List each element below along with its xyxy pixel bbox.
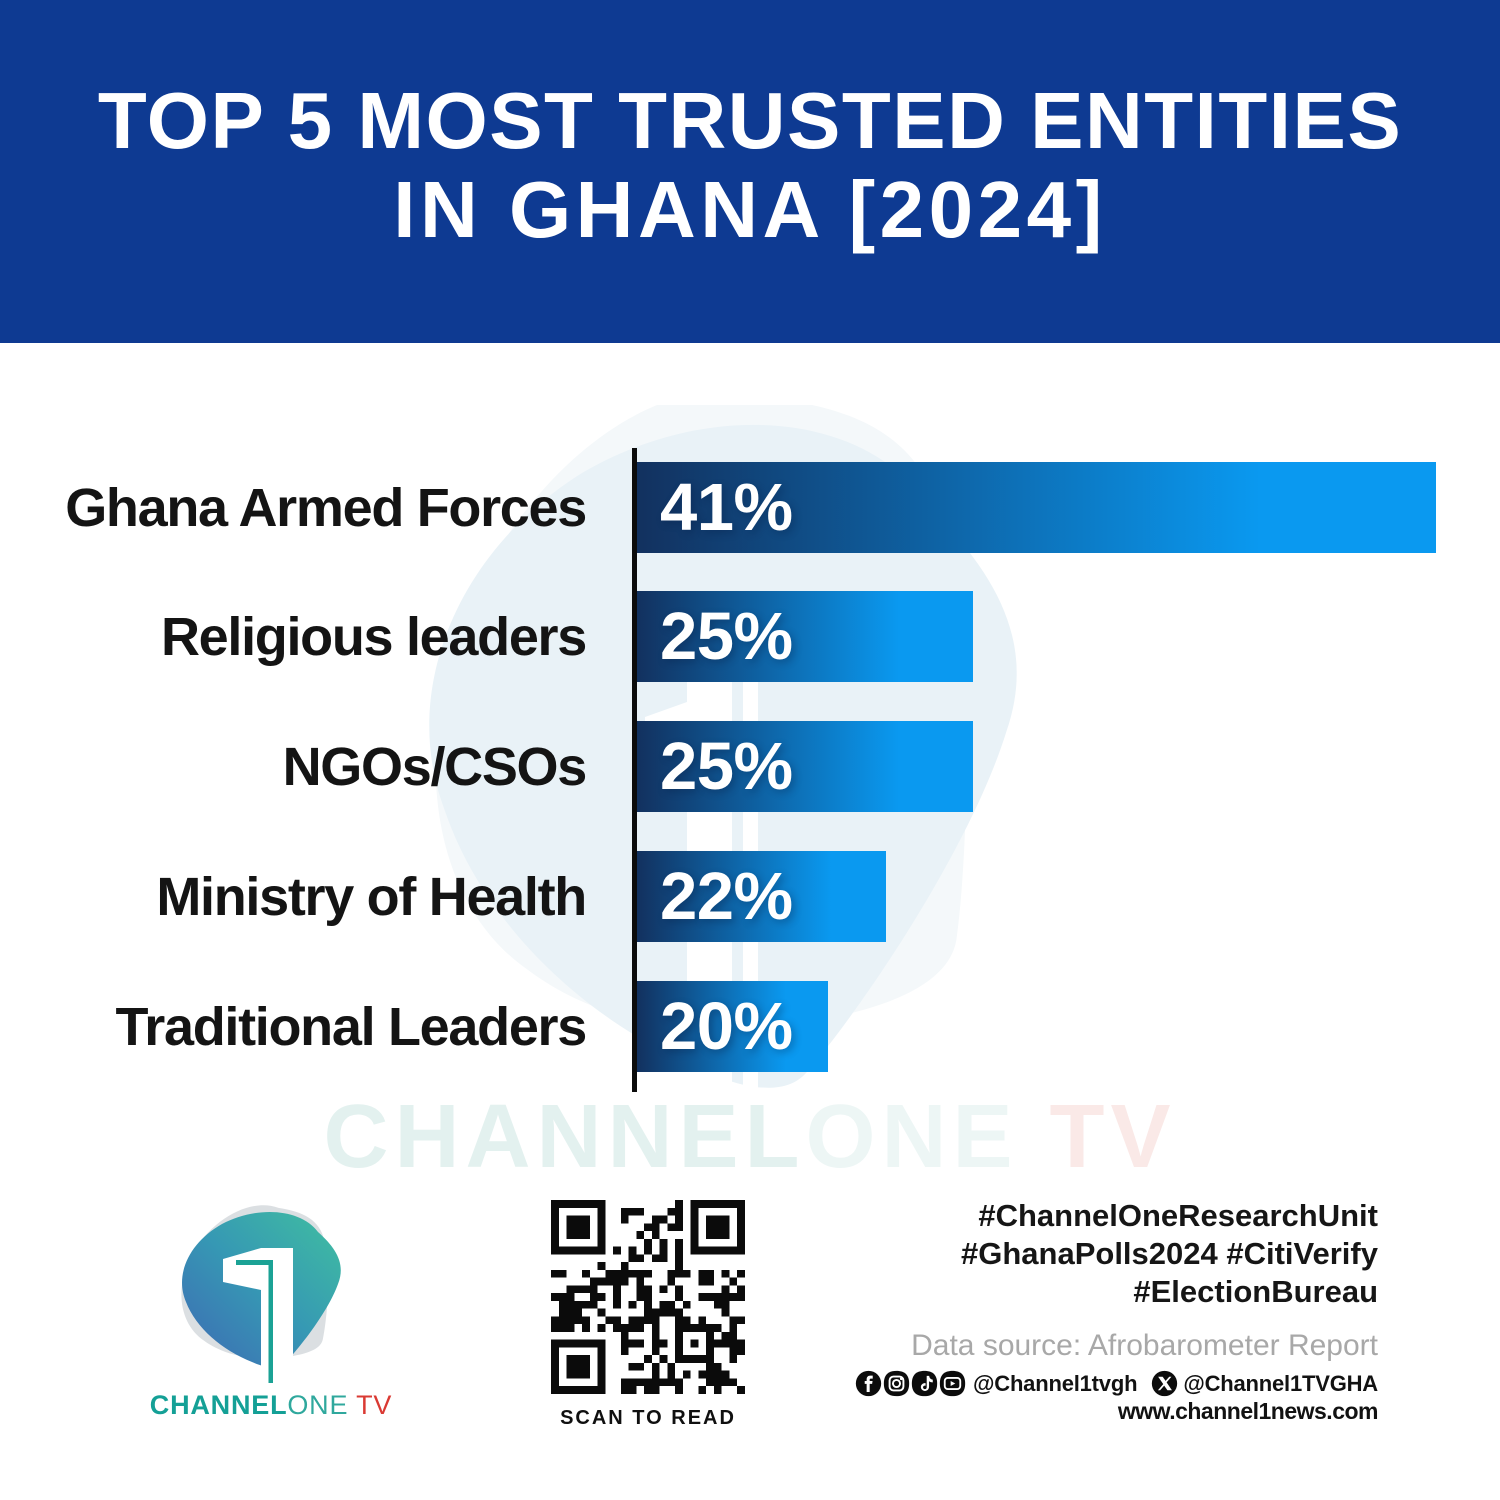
bar-value-label: 25% — [660, 599, 793, 674]
bar-value-label: 20% — [660, 989, 793, 1064]
bar-row: Religious leaders 25% — [0, 591, 1500, 682]
category-label: NGOs/CSOs — [282, 736, 588, 797]
qr-code — [551, 1200, 745, 1394]
logo-text-channel: CHANNEL — [149, 1390, 288, 1420]
youtube-icon — [939, 1370, 966, 1397]
website-url: www.channel1news.com — [1117, 1398, 1379, 1424]
footer-right: #ChannelOneResearchUnit #GhanaPolls2024 … — [855, 1197, 1379, 1425]
hashtag-line-1: #ChannelOneResearchUnit — [978, 1198, 1378, 1233]
bar-row: Ghana Armed Forces 41% — [0, 462, 1500, 553]
channel-one-logo-text: CHANNELONE TV — [140, 1390, 402, 1421]
watermark-text-channel: CHANNEL — [323, 1087, 806, 1187]
category-label: Ghana Armed Forces — [65, 477, 587, 538]
data-source-text: Data source: Afrobarometer Report — [911, 1329, 1378, 1362]
bar-value-label: 41% — [660, 470, 793, 545]
page-title: TOP 5 MOST TRUSTED ENTITIES IN GHANA [20… — [0, 76, 1500, 254]
facebook-icon — [855, 1370, 882, 1397]
channel-one-logo — [181, 1205, 341, 1393]
watermark-text-one: ONE — [805, 1087, 1019, 1187]
header-banner: TOP 5 MOST TRUSTED ENTITIES IN GHANA [20… — [0, 0, 1500, 343]
logo-text-tv: TV — [348, 1390, 393, 1420]
watermark-text-tv: TV — [1018, 1087, 1177, 1187]
bar-row: Traditional Leaders 20% — [0, 981, 1500, 1072]
social-handle-1: @Channel1tvgh — [973, 1370, 1138, 1396]
bar-value-label: 25% — [660, 729, 793, 804]
bar: 41% — [637, 462, 1436, 553]
qr-block: SCAN TO READ — [551, 1200, 745, 1430]
logo-text-one: ONE — [287, 1390, 349, 1420]
social-handle-2: @Channel1TVGHA — [1183, 1370, 1378, 1396]
bar: 22% — [637, 851, 886, 942]
category-label: Religious leaders — [160, 606, 587, 667]
tiktok-icon — [911, 1370, 938, 1397]
bar: 25% — [637, 591, 973, 682]
bar: 20% — [637, 981, 828, 1072]
social-row: @Channel1tvgh @Channel1TVGHA — [855, 1370, 1378, 1397]
page-title-line2: IN GHANA [2024] — [393, 165, 1107, 254]
hashtag-line-2: #GhanaPolls2024 #CitiVerify — [961, 1236, 1378, 1271]
bar-value-label: 22% — [660, 859, 793, 934]
qr-caption: SCAN TO READ — [560, 1407, 736, 1429]
bar: 25% — [637, 721, 973, 812]
category-label: Ministry of Health — [156, 866, 587, 927]
chart-axis-line — [632, 448, 637, 1092]
watermark-text: CHANNELONE TV — [0, 1086, 1500, 1189]
instagram-icon — [883, 1370, 910, 1397]
bar-row: Ministry of Health 22% — [0, 851, 1500, 942]
bar-row: NGOs/CSOs 25% — [0, 721, 1500, 812]
category-label: Traditional Leaders — [115, 996, 588, 1057]
page-title-line1: TOP 5 MOST TRUSTED ENTITIES — [97, 76, 1403, 165]
hashtag-line-3: #ElectionBureau — [1133, 1274, 1378, 1309]
x-twitter-icon — [1152, 1370, 1178, 1397]
